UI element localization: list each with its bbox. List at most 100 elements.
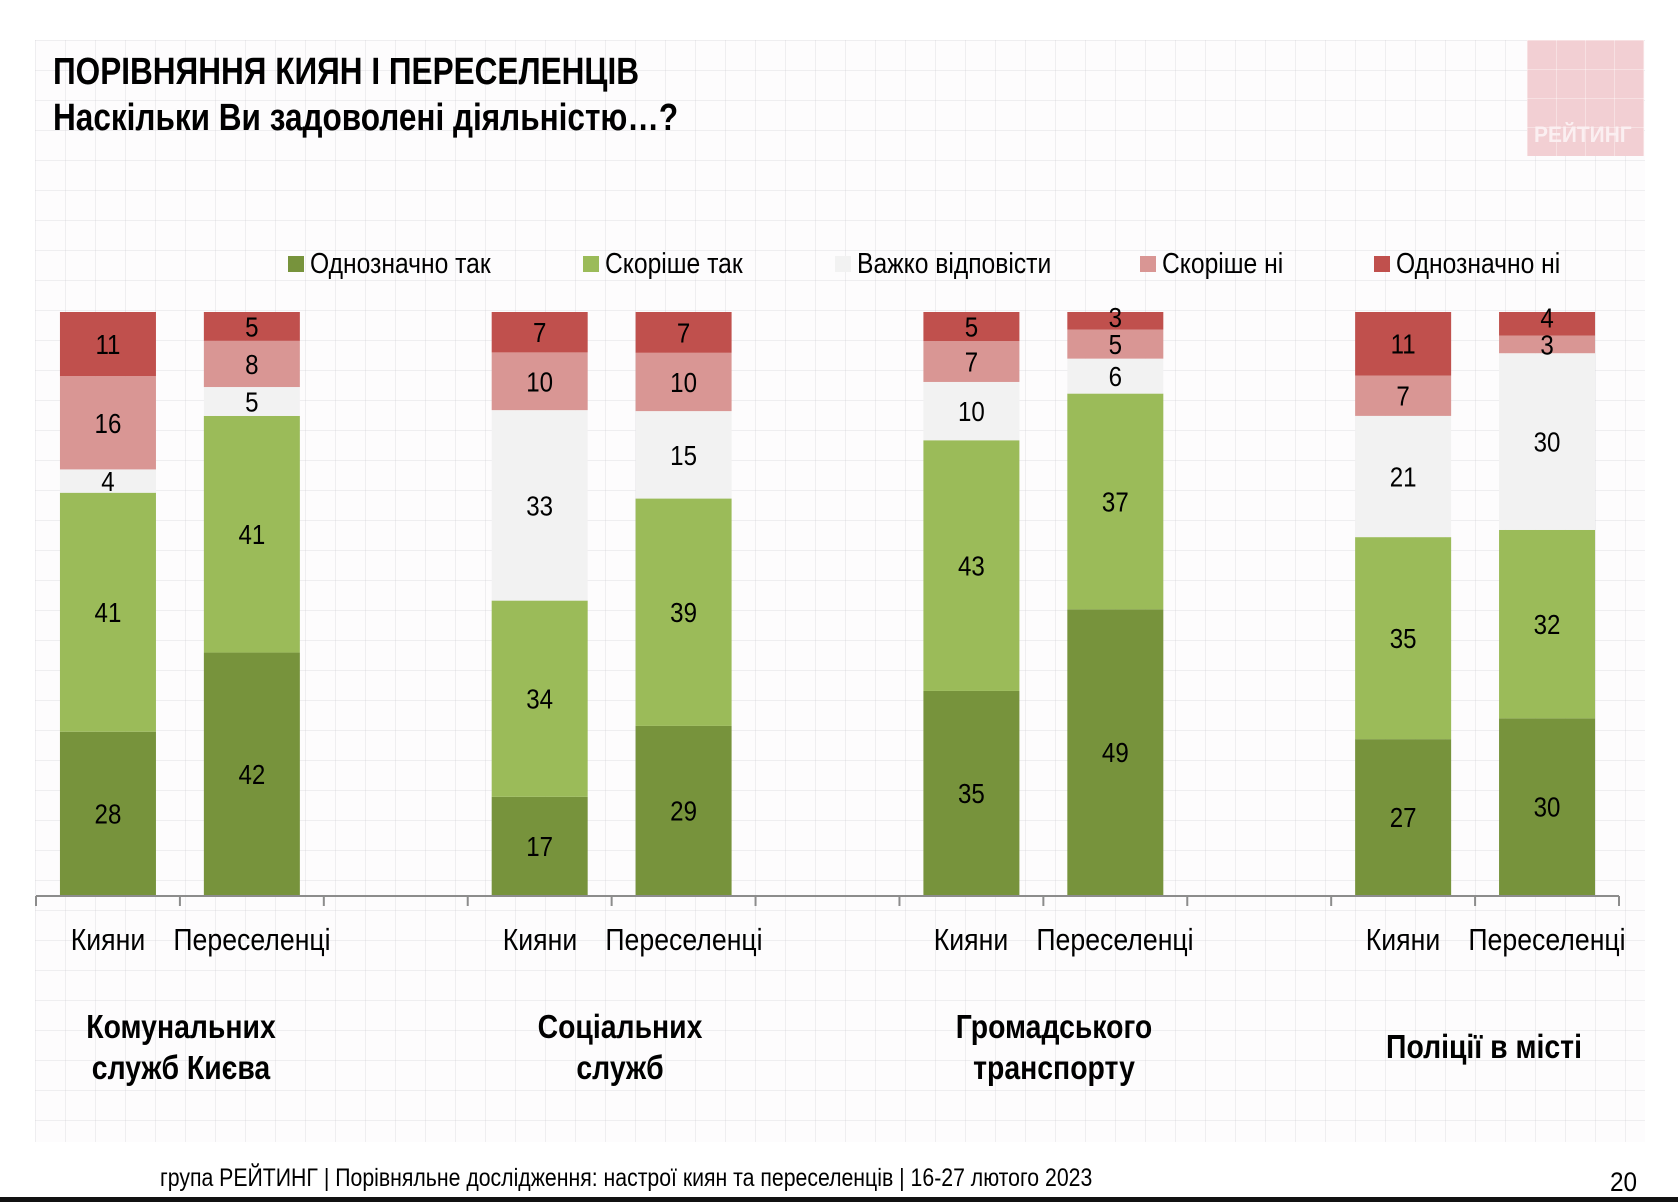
bar-segment xyxy=(1067,329,1164,359)
legend-swatch xyxy=(288,256,304,272)
group-label-line: Поліції в місті xyxy=(1386,1028,1582,1065)
bar-segment xyxy=(1355,415,1452,538)
bar-stack: 29 39 15 10 7 xyxy=(635,312,732,895)
group-label: Комунальних служб Києва xyxy=(86,1006,275,1088)
bar-segment xyxy=(1499,529,1596,719)
bar-segment xyxy=(203,387,300,416)
data-label: 7 xyxy=(533,316,546,348)
group-label-line: Соціальних xyxy=(537,1008,703,1045)
page-number: 20 xyxy=(1610,1167,1638,1197)
category-label: Кияни xyxy=(1365,922,1441,957)
data-label: 17 xyxy=(526,830,553,862)
bar-segment xyxy=(923,381,1020,441)
data-label: 16 xyxy=(95,407,122,439)
footer-source: група РЕЙТИНГ | Порівняльне дослідження:… xyxy=(160,1164,1093,1192)
data-label: 7 xyxy=(677,317,690,349)
bar-segment xyxy=(491,410,588,601)
group-label-line: служб xyxy=(576,1049,664,1086)
bottom-rule xyxy=(0,1197,1678,1202)
legend-label: Однозначно так xyxy=(310,248,491,280)
category-label: Кияни xyxy=(934,922,1009,957)
category-label: Переселенці xyxy=(1468,922,1626,957)
logo-text: РЕЙТИНГ xyxy=(1534,122,1632,147)
bar-stack: 49 37 653 xyxy=(1067,301,1164,895)
bar-segment xyxy=(491,796,588,895)
data-label: 5 xyxy=(1109,328,1122,360)
data-label: 35 xyxy=(1390,622,1417,654)
legend-swatch xyxy=(583,256,599,272)
bar-stack: 42 41 5 8 5 xyxy=(203,311,300,895)
bar-segment xyxy=(203,415,300,653)
legend-item: Однозначно ні xyxy=(1374,248,1589,280)
data-label: 41 xyxy=(95,597,122,629)
group-label-line: Громадського xyxy=(955,1008,1153,1045)
bar-segment xyxy=(1355,375,1452,416)
bar-segment xyxy=(59,312,156,377)
bar-segment xyxy=(59,492,156,732)
bar-segment xyxy=(923,690,1020,895)
bar-segment xyxy=(1355,312,1452,376)
bar-segment xyxy=(59,469,156,493)
legend-label: Важко відповісти xyxy=(857,248,1052,280)
data-label: 10 xyxy=(670,366,697,398)
bar-stack: 30 32 30 34 xyxy=(1499,302,1596,895)
data-label: 43 xyxy=(958,550,985,582)
data-label: 28 xyxy=(95,798,122,830)
data-label: 27 xyxy=(1390,801,1417,833)
data-label: 21 xyxy=(1390,461,1417,493)
bar-segment xyxy=(1067,358,1164,394)
bar-segment xyxy=(1067,393,1164,610)
bar-segment xyxy=(203,652,300,895)
data-label: 15 xyxy=(670,439,697,471)
group-label-line: транспорту xyxy=(973,1049,1135,1086)
bar-stack: 17 34 33 10 7 xyxy=(491,312,588,895)
bar-segment xyxy=(1067,312,1164,330)
bar-segment xyxy=(1355,739,1452,895)
data-label: 35 xyxy=(958,777,985,809)
bar-segment xyxy=(635,352,732,412)
data-label: 33 xyxy=(526,490,553,522)
bar-segment xyxy=(1499,353,1596,530)
legend-item: Важко відповісти xyxy=(835,248,1086,280)
data-label: 7 xyxy=(965,346,978,378)
data-label: 41 xyxy=(238,518,265,550)
data-label: 30 xyxy=(1534,791,1561,823)
bar-segment xyxy=(1355,537,1452,740)
data-label: 29 xyxy=(670,795,697,827)
rating-logo: РЕЙТИНГ xyxy=(1527,40,1644,156)
group-label-line: служб Києва xyxy=(91,1049,271,1086)
legend-swatch xyxy=(1374,256,1390,272)
category-label: Переселенці xyxy=(1036,922,1194,957)
bar-segment xyxy=(491,600,588,797)
legend-swatch xyxy=(835,256,851,272)
bar-segment xyxy=(1067,609,1164,895)
group-label-line: Комунальних xyxy=(86,1008,276,1045)
bar-segment xyxy=(203,312,300,341)
bar-stack: 28 41 4 16 11 xyxy=(59,312,156,895)
data-label: 4 xyxy=(101,465,114,497)
bar-stack: 35 43 10 75 xyxy=(923,311,1020,895)
data-label: 3 xyxy=(1109,301,1122,333)
data-label: 5 xyxy=(245,311,258,343)
data-label: 49 xyxy=(1102,736,1129,768)
data-label: 34 xyxy=(526,683,553,715)
data-label: 42 xyxy=(238,758,265,790)
data-label: 4 xyxy=(1540,302,1553,334)
category-label: Переселенці xyxy=(173,922,331,957)
data-label: 5 xyxy=(245,386,258,418)
category-label: Кияни xyxy=(70,922,146,957)
data-label: 11 xyxy=(95,328,120,360)
data-label: 39 xyxy=(670,597,697,629)
bar-segment xyxy=(59,376,156,470)
data-label: 10 xyxy=(526,366,553,398)
group-label: Поліції в місті xyxy=(1386,1026,1582,1067)
bar-stack: 27 35 21 7 11 xyxy=(1355,312,1452,895)
bar-segment xyxy=(491,312,588,353)
group-label: Соціальних служб xyxy=(538,1006,703,1088)
data-label: 37 xyxy=(1102,486,1129,518)
legend-label: Скоріше так xyxy=(605,248,743,280)
data-label: 7 xyxy=(1396,380,1409,412)
bar-segment xyxy=(635,725,732,895)
bar-segment xyxy=(491,352,588,411)
